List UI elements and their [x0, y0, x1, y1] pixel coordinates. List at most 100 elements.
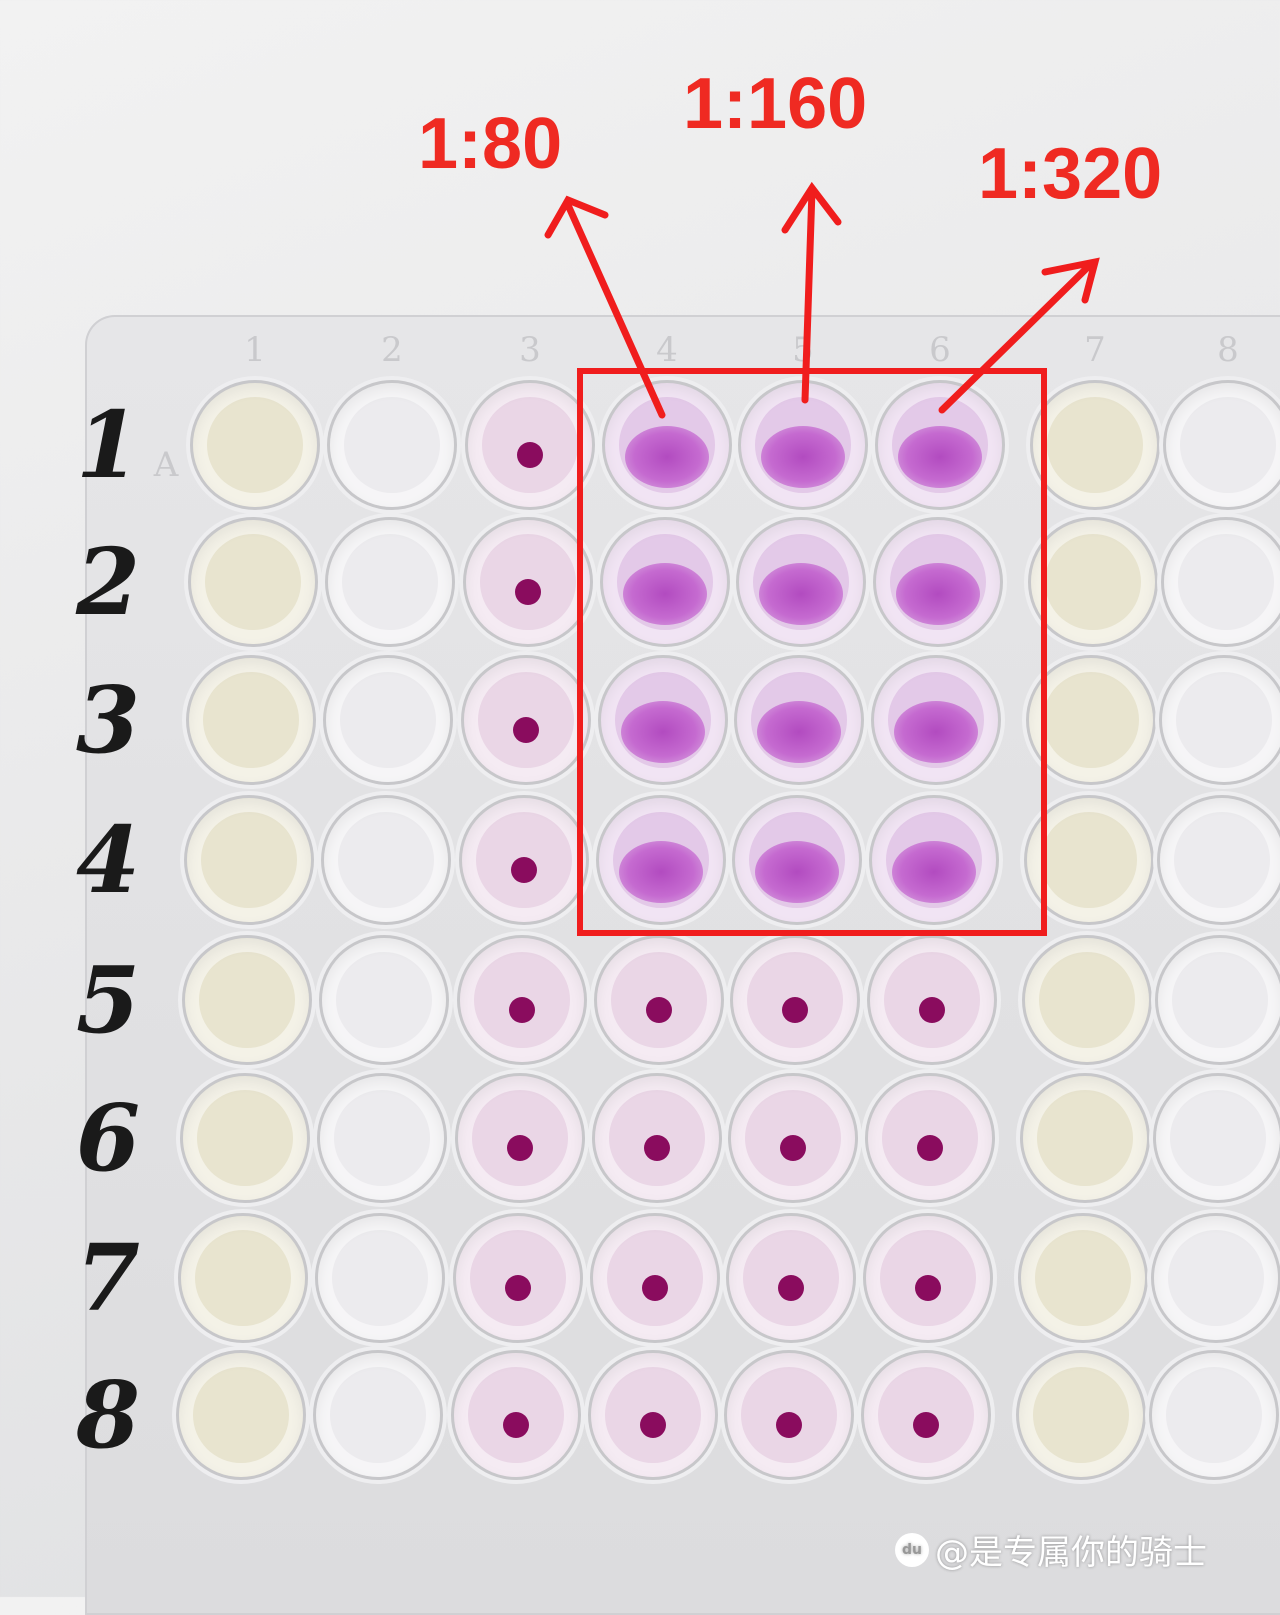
well-dot: [464, 658, 588, 782]
well-dot: [454, 1353, 578, 1477]
column-number: 8: [1217, 330, 1239, 370]
well-dot: [733, 938, 857, 1062]
handwritten-row-number: 8: [75, 1361, 141, 1469]
well-clear: [1152, 1353, 1276, 1477]
sediment-dot: [782, 996, 808, 1023]
sediment-dot: [503, 1411, 529, 1438]
sediment-dot: [917, 1134, 943, 1161]
diffuse-pink: [894, 701, 978, 764]
well-dot: [456, 1216, 580, 1340]
well-yellow: [1027, 798, 1151, 922]
handwritten-row-number: 5: [75, 946, 141, 1054]
well-clear: [328, 520, 452, 644]
arrow-1-160: [781, 181, 842, 404]
well-dot: [870, 938, 994, 1062]
well-dot: [460, 938, 584, 1062]
well-diffuse: [599, 798, 723, 922]
well-clear: [1166, 383, 1280, 507]
arrow-1-320: [938, 257, 1100, 414]
sediment-dot: [505, 1274, 531, 1301]
arrow-1-80: [544, 195, 666, 419]
well-dot: [595, 1076, 719, 1200]
diffuse-pink: [759, 563, 843, 626]
sediment-dot: [780, 1134, 806, 1161]
well-clear: [322, 938, 446, 1062]
well-clear: [1162, 658, 1280, 782]
sediment-dot: [509, 996, 535, 1023]
sediment-dot: [915, 1274, 941, 1301]
sediment-dot: [507, 1134, 533, 1161]
diffuse-pink: [896, 563, 980, 626]
sediment-dot: [778, 1274, 804, 1301]
well-diffuse: [737, 658, 861, 782]
well-dot: [466, 520, 590, 644]
sediment-dot: [511, 856, 537, 883]
well-clear: [1158, 938, 1280, 1062]
handwritten-row-number: 3: [75, 666, 141, 774]
well-yellow: [189, 658, 313, 782]
well-diffuse: [874, 658, 998, 782]
handwritten-row-number: 1: [75, 391, 141, 499]
column-number: 6: [929, 330, 951, 370]
well-clear: [316, 1353, 440, 1477]
well-yellow: [183, 1076, 307, 1200]
well-dot: [468, 383, 592, 507]
well-clear: [326, 658, 450, 782]
well-yellow: [193, 383, 317, 507]
well-diffuse: [601, 658, 725, 782]
well-yellow: [185, 938, 309, 1062]
well-yellow: [179, 1353, 303, 1477]
well-yellow: [1019, 1353, 1143, 1477]
well-clear: [324, 798, 448, 922]
well-dot: [458, 1076, 582, 1200]
baidu-paw-icon: du: [895, 1532, 929, 1567]
well-dot: [462, 798, 586, 922]
column-number: 4: [656, 330, 678, 370]
well-dot: [727, 1353, 851, 1477]
sediment-dot: [513, 716, 539, 743]
well-dot: [864, 1353, 988, 1477]
well-yellow: [1031, 520, 1155, 644]
sediment-dot: [644, 1134, 670, 1161]
handwritten-row-number: 4: [75, 806, 141, 914]
well-dot: [731, 1076, 855, 1200]
diffuse-pink: [898, 426, 982, 489]
diffuse-pink: [761, 426, 845, 489]
watermark-text: @是专属你的骑士: [935, 1533, 1207, 1573]
well-yellow: [191, 520, 315, 644]
sediment-dot: [515, 578, 541, 605]
well-diffuse: [872, 798, 996, 922]
sediment-dot: [646, 996, 672, 1023]
well-yellow: [181, 1216, 305, 1340]
watermark: du @是专属你的骑士: [895, 1525, 1207, 1574]
well-diffuse: [739, 520, 863, 644]
well-diffuse: [741, 383, 865, 507]
diffuse-pink: [619, 841, 703, 904]
well-dot: [591, 1353, 715, 1477]
sediment-dot: [640, 1411, 666, 1438]
well-yellow: [187, 798, 311, 922]
column-number: 7: [1084, 330, 1106, 370]
well-yellow: [1023, 1076, 1147, 1200]
handwritten-row-number: 6: [75, 1084, 141, 1192]
well-yellow: [1029, 658, 1153, 782]
well-clear: [330, 383, 454, 507]
well-dot: [593, 1216, 717, 1340]
diffuse-pink: [623, 563, 707, 626]
diffuse-pink: [621, 701, 705, 764]
row-letter: A: [153, 445, 179, 485]
well-clear: [1156, 1076, 1280, 1200]
well-yellow: [1021, 1216, 1145, 1340]
well-clear: [1160, 798, 1280, 922]
diffuse-pink: [892, 841, 976, 904]
diffuse-pink: [757, 701, 841, 764]
label-1-80: 1:80: [418, 104, 563, 184]
well-yellow: [1025, 938, 1149, 1062]
highlight-box: [577, 368, 1047, 936]
diffuse-pink: [625, 426, 709, 489]
well-clear: [320, 1076, 444, 1200]
sediment-dot: [642, 1274, 668, 1301]
column-number: 1: [244, 330, 266, 370]
column-number: 2: [381, 330, 403, 370]
